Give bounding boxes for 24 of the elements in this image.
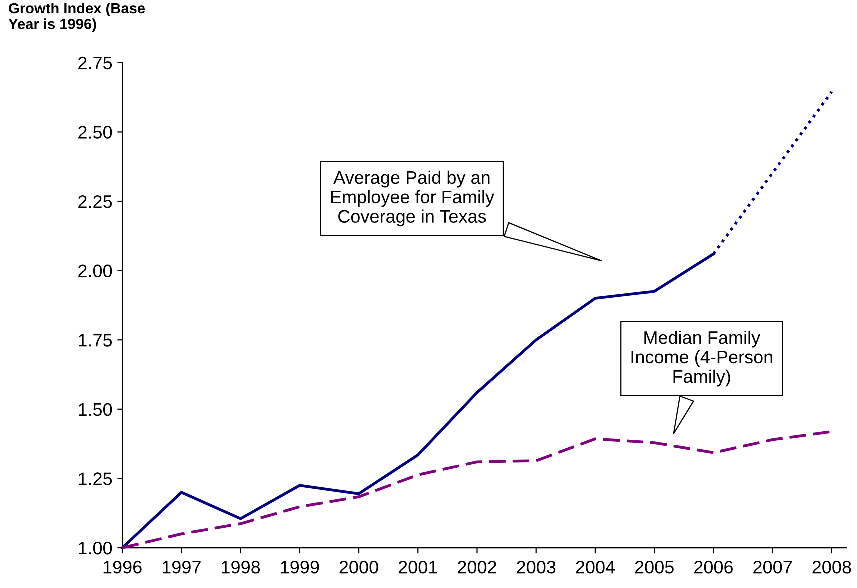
x-tick-label: 2006 (694, 560, 733, 574)
x-tick-label: 2004 (576, 560, 616, 574)
y-tick-label: 2.00 (78, 264, 112, 278)
annotation: Average Paid by an Employee for Family Coverage in Texas (331, 170, 494, 227)
y-tick-label: 1.00 (79, 542, 112, 555)
annotation: Median Family Income (4-Person Family) (632, 330, 772, 387)
x-tick-label: 2008 (812, 560, 852, 574)
x-tick-label: 2001 (398, 560, 438, 574)
y-axis-title: Growth Index (Base Year is 1996) (8, 2, 146, 32)
y-tick-label: 2.75 (78, 56, 112, 70)
y-tick-label: 1.75 (79, 334, 112, 347)
y-tick-label: 2.50 (78, 126, 112, 139)
x-tick-label: 1998 (222, 560, 260, 574)
x-tick-label: 2007 (754, 560, 792, 574)
x-tick-label: 2000 (340, 560, 378, 574)
x-tick-label: 1999 (281, 560, 320, 574)
x-tick-label: 2005 (635, 560, 674, 574)
x-tick-label: 1997 (162, 560, 201, 574)
y-tick-label: 1.50 (79, 403, 112, 416)
x-tick-label: 2002 (458, 560, 496, 574)
y-tick-label: 1.25 (79, 472, 112, 486)
y-tick-label: 2.25 (78, 195, 112, 208)
x-tick-label: 2003 (517, 560, 556, 574)
x-tick-label: 1996 (104, 560, 142, 574)
